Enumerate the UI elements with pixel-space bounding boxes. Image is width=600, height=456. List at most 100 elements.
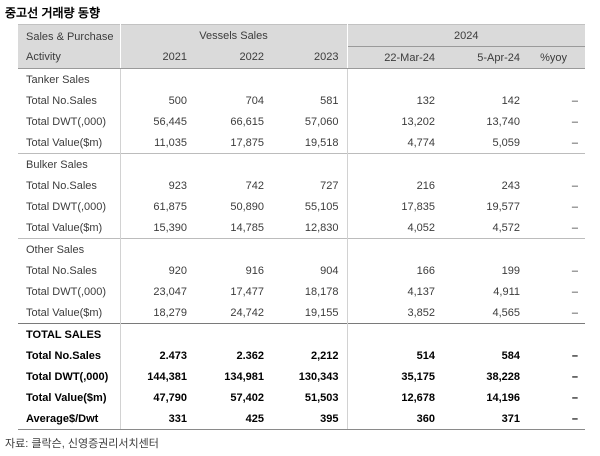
- value-cell: 704: [245, 94, 264, 107]
- value-cell: 130,343: [272, 366, 348, 387]
- value-cell: 144,381: [147, 370, 187, 383]
- value-cell: 12,678: [401, 391, 436, 404]
- value-cell: 4,565: [492, 306, 521, 319]
- value-cell: –: [571, 349, 579, 362]
- value-cell: 4,774: [407, 136, 436, 149]
- value-cell: 4,911: [493, 285, 521, 298]
- empty-cell: [195, 323, 272, 345]
- header-activity: Sales & Purchase Activity: [18, 24, 121, 69]
- value-cell: 13,740: [486, 115, 521, 128]
- empty-cell: [272, 323, 348, 345]
- data-row: Average$/Dwt 331 425 395 360 371–: [18, 408, 586, 430]
- value-cell: 47,790: [153, 391, 187, 404]
- section-name: Bulker Sales: [18, 153, 121, 175]
- data-row: Total Value($m) 15,390 14,785 12,830 4,052 4,…: [18, 217, 585, 239]
- header-year-2021: 2021: [120, 46, 195, 69]
- data-row: Total DWT(,000) 56,445 66,615 57,060 13,202 1…: [18, 111, 585, 132]
- empty-cell: [528, 323, 586, 345]
- row-label: Total Value($m): [18, 302, 121, 324]
- value-cell: 24,742: [230, 306, 264, 319]
- data-row: Total DWT(,000) 23,047 17,477 18,178 4,137 4,…: [18, 281, 585, 302]
- value-cell: 12,830: [272, 217, 348, 239]
- value-cell: 5,059: [492, 136, 521, 149]
- data-row: Total No.Sales 2.473 2.362 2,212 514 584 –: [18, 345, 585, 366]
- row-label: Total No.Sales: [18, 175, 121, 196]
- header-activity-line2: Activity: [26, 50, 61, 63]
- data-row: Total No.Sales 500 704 581 132 142 –: [18, 90, 585, 111]
- value-cell: –: [571, 264, 579, 277]
- value-cell: 14,785: [230, 221, 264, 234]
- value-cell: 2,212: [272, 345, 348, 366]
- value-cell: 371: [443, 408, 529, 430]
- empty-cell: [272, 153, 348, 175]
- row-label: Total DWT(,000): [18, 196, 121, 217]
- empty-cell: [528, 69, 585, 91]
- value-cell: 19,518: [272, 132, 348, 154]
- data-row: Total No.Sales 923 742 727 216 243 –: [18, 175, 585, 196]
- value-cell: 19,155: [272, 302, 348, 324]
- empty-cell: [347, 153, 444, 175]
- value-cell: –: [571, 221, 579, 234]
- value-cell: 920: [168, 264, 187, 277]
- value-cell: 57,402: [230, 391, 264, 404]
- value-cell: –: [571, 179, 579, 192]
- value-cell: 19,577: [486, 200, 521, 213]
- header-activity-line1: Sales & Purchase: [26, 30, 114, 43]
- value-cell: 38,228: [486, 370, 521, 383]
- value-cell: –: [571, 306, 579, 319]
- row-label: Total No.Sales: [18, 90, 121, 111]
- header-date-22-mar-24: 22-Mar-24: [347, 46, 444, 69]
- row-label: Total Value($m): [18, 132, 121, 154]
- section-header-row: Other Sales: [18, 238, 586, 260]
- value-cell: 2.362: [236, 349, 264, 362]
- value-cell: 727: [272, 175, 348, 196]
- value-cell: 331: [120, 408, 195, 430]
- empty-cell: [272, 68, 348, 90]
- value-cell: 514: [416, 349, 436, 362]
- value-cell: –: [571, 370, 579, 383]
- value-cell: 15,390: [153, 221, 187, 234]
- data-row: Total No.Sales 920 916 904 166 199 –: [18, 260, 585, 281]
- row-label: Total DWT(,000): [18, 111, 121, 132]
- empty-cell: [347, 323, 444, 345]
- value-cell: 500: [168, 94, 187, 107]
- value-cell: 166: [416, 264, 436, 277]
- sales-purchase-table: Sales & Purchase Activity Vessels Sales …: [18, 24, 586, 430]
- section-name: TOTAL SALES: [18, 323, 121, 345]
- value-cell: 132: [416, 94, 436, 107]
- data-row: Total Value($m) 18,279 24,742 19,155 3,852 4,…: [18, 302, 585, 324]
- value-cell: 142: [501, 94, 521, 107]
- empty-cell: [195, 153, 272, 175]
- header-group-2024: 2024: [347, 24, 586, 47]
- row-label: Total No.Sales: [18, 345, 121, 366]
- value-cell: 4,137: [407, 285, 436, 298]
- value-cell: 55,105: [272, 196, 348, 217]
- empty-cell: [272, 238, 348, 260]
- value-cell: –: [528, 408, 586, 430]
- row-label: Total Value($m): [18, 387, 121, 408]
- section-header-row: Tanker Sales: [18, 68, 585, 91]
- value-cell: –: [571, 115, 579, 128]
- value-cell: 17,835: [401, 200, 436, 213]
- empty-cell: [195, 238, 272, 260]
- value-cell: 199: [501, 264, 521, 277]
- empty-cell: [443, 69, 528, 91]
- value-cell: 51,503: [272, 387, 348, 408]
- empty-cell: [443, 153, 529, 175]
- empty-cell: [195, 69, 272, 91]
- value-cell: 18,279: [153, 306, 187, 319]
- value-cell: 57,060: [272, 111, 348, 132]
- row-label: Total No.Sales: [18, 260, 121, 281]
- value-cell: 11,035: [154, 136, 187, 149]
- section-name: Other Sales: [18, 238, 121, 260]
- value-cell: –: [571, 391, 579, 404]
- value-cell: 35,175: [401, 370, 436, 383]
- section-header-row: TOTAL SALES: [18, 323, 586, 345]
- value-cell: 395: [272, 408, 348, 430]
- empty-cell: [120, 153, 195, 175]
- header-yoy: %yoy: [528, 46, 586, 69]
- empty-cell: [120, 69, 195, 91]
- data-row: Total Value($m) 47,790 57,402 51,503 12,678 1…: [18, 387, 585, 408]
- empty-cell: [528, 238, 586, 260]
- value-cell: 2.473: [159, 349, 187, 362]
